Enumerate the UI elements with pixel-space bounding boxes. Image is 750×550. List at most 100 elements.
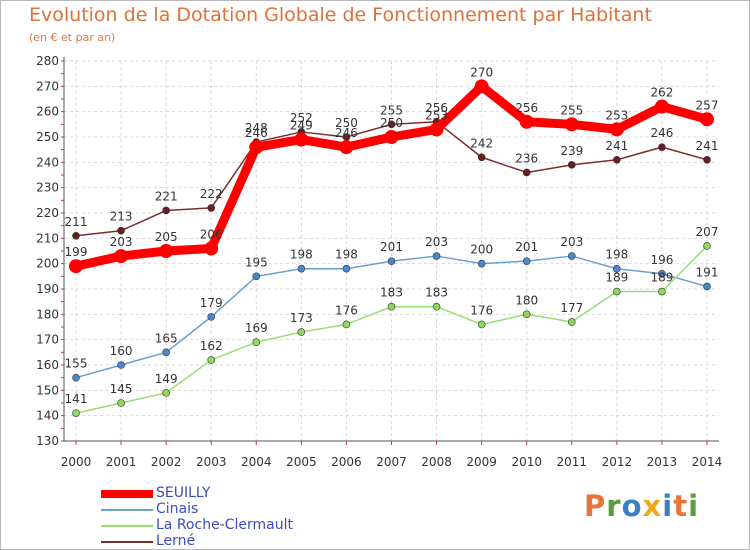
data-point — [703, 156, 711, 164]
x-tick-label: 2008 — [421, 455, 452, 469]
data-point — [342, 320, 351, 329]
data-label: 249 — [290, 119, 313, 133]
data-point — [387, 257, 396, 265]
y-tick-label: 220 — [36, 206, 59, 220]
data-label: 256 — [425, 101, 448, 115]
legend-swatch-la-roche-clermault — [101, 525, 153, 527]
data-point — [429, 122, 444, 137]
data-point — [658, 143, 666, 151]
x-tick-label: 2009 — [466, 455, 497, 469]
data-point — [342, 264, 351, 273]
y-tick-label: 250 — [36, 130, 59, 144]
data-label: 173 — [290, 311, 313, 325]
logo-letter: i — [688, 489, 700, 523]
data-label: 162 — [200, 339, 223, 353]
data-point — [474, 79, 489, 94]
data-point — [72, 232, 80, 240]
data-point — [567, 161, 576, 169]
data-label: 160 — [110, 344, 133, 358]
data-label: 213 — [110, 210, 133, 224]
logo-letter: o — [621, 489, 643, 523]
data-point — [654, 99, 669, 114]
logo-letter: x — [642, 489, 663, 523]
data-label: 179 — [200, 296, 223, 310]
data-label: 141 — [65, 392, 88, 406]
data-point — [522, 310, 531, 319]
x-tick-label: 2014 — [692, 455, 723, 469]
data-label: 257 — [696, 98, 719, 112]
y-tick-label: 180 — [36, 307, 59, 321]
y-tick-label: 240 — [36, 155, 59, 169]
data-label: 262 — [650, 86, 673, 100]
y-tick-label: 150 — [36, 383, 59, 397]
grid-lines — [64, 60, 719, 442]
x-tick-label: 2011 — [557, 455, 588, 469]
x-tick-label: 2006 — [331, 455, 362, 469]
y-tick-label: 230 — [36, 181, 59, 195]
y-tick-label: 260 — [36, 105, 59, 119]
data-point — [162, 389, 170, 397]
data-point — [297, 328, 306, 336]
axes: 1301401501601701801902002102202302402502… — [36, 54, 722, 469]
data-point — [204, 241, 219, 256]
data-label: 196 — [650, 253, 673, 267]
data-point — [522, 257, 531, 265]
data-label: 242 — [470, 136, 493, 150]
data-label: 189 — [650, 271, 673, 285]
data-label: 180 — [515, 293, 538, 307]
data-label: 248 — [245, 121, 268, 135]
data-point — [613, 287, 621, 296]
data-point — [114, 249, 129, 264]
data-point — [72, 373, 80, 382]
data-label: 145 — [110, 382, 133, 396]
data-label: 241 — [605, 139, 628, 153]
x-tick-label: 2007 — [376, 455, 407, 469]
legend-label: SEUILLY — [156, 485, 211, 501]
data-label: 165 — [155, 331, 178, 345]
x-tick-label: 2010 — [511, 455, 542, 469]
legend-label: La Roche-Clermault — [156, 517, 293, 533]
legend-swatch-cinais — [101, 509, 153, 511]
data-point — [703, 242, 711, 250]
data-label: 176 — [470, 303, 493, 317]
data-label: 221 — [155, 189, 178, 203]
data-label: 253 — [605, 108, 628, 122]
data-point — [700, 112, 714, 127]
x-tick-label: 2004 — [241, 455, 272, 469]
y-tick-label: 190 — [36, 282, 59, 296]
data-point — [658, 287, 666, 296]
y-tick-label: 270 — [36, 79, 59, 93]
data-point — [207, 356, 216, 364]
y-tick-label: 210 — [36, 231, 59, 245]
data-point — [432, 252, 441, 260]
chart-title: Evolution de la Dotation Globale de Fonc… — [29, 4, 652, 26]
data-label: 191 — [696, 265, 719, 279]
data-label: 149 — [155, 372, 178, 386]
data-point — [703, 282, 711, 291]
data-point — [477, 320, 486, 329]
data-label: 207 — [696, 225, 719, 239]
data-label: 195 — [245, 255, 268, 269]
data-point — [117, 361, 125, 369]
data-label: 253 — [425, 108, 448, 122]
data-point — [613, 264, 621, 273]
data-label: 198 — [335, 248, 358, 262]
logo-letter: t — [673, 489, 689, 523]
x-tick-label: 2003 — [196, 455, 227, 469]
y-tick-label: 200 — [36, 257, 59, 271]
data-label: 177 — [560, 301, 583, 315]
y-tick-label: 140 — [36, 409, 59, 423]
series-layer — [69, 79, 714, 417]
y-tick-label: 170 — [36, 333, 59, 347]
legend-label: Cinais — [156, 501, 199, 517]
data-label: 250 — [335, 116, 358, 130]
data-point — [339, 140, 354, 155]
data-point — [613, 156, 621, 164]
data-point — [567, 252, 576, 260]
data-label: 200 — [470, 243, 493, 257]
data-point — [72, 409, 80, 417]
data-point — [297, 264, 306, 273]
data-point — [252, 272, 261, 281]
